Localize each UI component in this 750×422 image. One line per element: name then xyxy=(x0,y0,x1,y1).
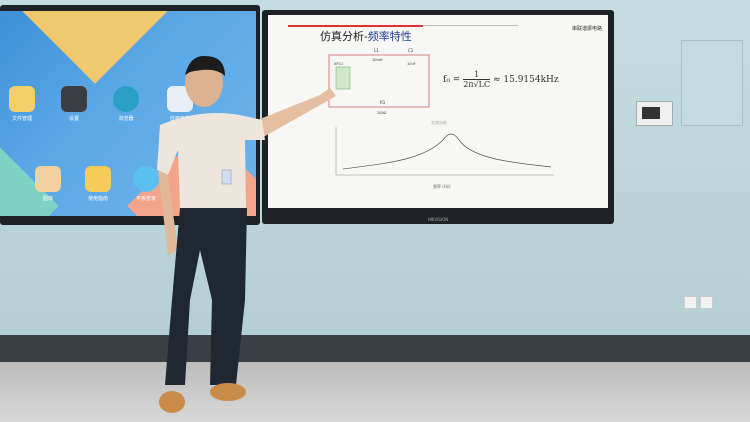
image-icon xyxy=(35,166,61,192)
slide-title: 仿真分析-频率特性 xyxy=(320,28,412,44)
baseboard xyxy=(0,335,750,365)
apps-icon xyxy=(167,86,193,112)
formula-denominator: 2π√LC xyxy=(463,80,491,89)
label-r1-value: 200Ω xyxy=(377,111,387,115)
title-accent-line xyxy=(288,25,423,27)
circuit-and-plot: XFG1 L1 10mH C1 10nF R1 200Ω 交流分析 频率 (Hz… xyxy=(328,48,554,189)
label-c1-value: 10nF xyxy=(407,62,416,66)
resonance-formula: f₀ = 1 2π√LC ≈ 15.9154kHz xyxy=(443,70,559,89)
app-browser[interactable]: 浏览器 xyxy=(106,86,146,122)
formula-numerator: 1 xyxy=(463,70,491,80)
label-l1: L1 xyxy=(374,48,379,53)
wallpaper-shape xyxy=(17,11,173,84)
app-store[interactable]: 应用商店 xyxy=(160,86,200,122)
divider xyxy=(423,25,518,26)
frequency-response-curve xyxy=(342,133,552,170)
globe-icon xyxy=(113,86,139,112)
presentation-slide: 仿真分析-频率特性 串联谐振电路 XFG1 L1 10mH C1 10nF R1… xyxy=(268,15,608,208)
app-label: 设置 xyxy=(68,116,79,122)
app-label: 使用指南 xyxy=(87,196,108,202)
wall-panel xyxy=(681,40,743,126)
brand-logo: HIKVISION xyxy=(427,217,449,222)
app-gallery[interactable]: 图库 xyxy=(28,166,68,202)
plot-x-label: 频率 (Hz) xyxy=(433,183,451,189)
wall-socket xyxy=(684,296,697,309)
label-l1-value: 10mH xyxy=(372,58,383,62)
wall-socket xyxy=(700,296,713,309)
formula-result: ≈ 15.9154kHz xyxy=(492,75,559,85)
folder-icon xyxy=(9,86,35,112)
app-label: 浏览器 xyxy=(118,116,134,122)
label-xfg1: XFG1 xyxy=(334,62,343,66)
clock-icon xyxy=(133,166,159,192)
circuit-wire xyxy=(328,54,430,108)
title-prefix: 仿真分析- xyxy=(320,30,368,43)
app-manager[interactable]: 平板管家 xyxy=(126,166,166,202)
app-label: 平板管家 xyxy=(135,196,156,202)
plot-title: 交流分析 xyxy=(431,119,447,125)
lightbulb-icon xyxy=(85,166,111,192)
function-generator xyxy=(335,66,351,90)
title-highlight: 频率特性 xyxy=(367,30,412,43)
tablet-home-screen: 文件管理 设置 浏览器 应用商店 图库 使用指南 平板管家 xyxy=(0,11,256,216)
slide-corner-title: 串联谐振电路 xyxy=(571,26,602,32)
app-label: 文件管理 xyxy=(11,116,32,122)
app-label: 图库 xyxy=(42,196,53,202)
left-display-screen: 文件管理 设置 浏览器 应用商店 图库 使用指南 平板管家 xyxy=(0,5,260,225)
gear-icon xyxy=(61,86,87,112)
formula-lhs: f₀ = xyxy=(443,75,461,85)
right-display-screen: 仿真分析-频率特性 串联谐振电路 XFG1 L1 10mH C1 10nF R1… xyxy=(262,10,614,224)
thermostat xyxy=(636,101,673,126)
app-settings[interactable]: 设置 xyxy=(54,86,94,122)
app-label: 应用商店 xyxy=(169,116,190,122)
label-r1: R1 xyxy=(380,100,386,105)
floor xyxy=(0,362,750,422)
label-c1: C1 xyxy=(408,48,414,53)
app-guide[interactable]: 使用指南 xyxy=(78,166,118,202)
app-file-manager[interactable]: 文件管理 xyxy=(2,86,42,122)
